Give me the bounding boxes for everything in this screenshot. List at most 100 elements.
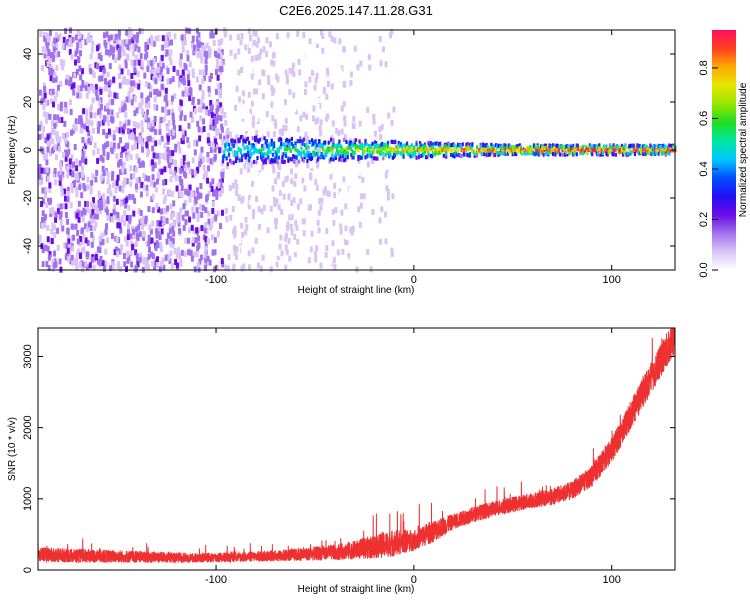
spectrogram-cell [133,140,137,147]
spectrogram-cell [338,67,342,74]
spectrogram-cell [115,236,119,243]
spectrogram-cell [309,157,313,162]
spectrogram-cell [657,143,660,148]
spectrogram-cell [118,51,122,58]
spectrogram-cell [75,69,79,76]
spectrogram-cell [384,211,388,218]
spectrogram-cell [86,264,90,271]
spectrogram-cell [309,162,313,169]
spectrogram-cell [312,105,316,112]
spectrogram-cell [85,139,89,146]
spectrogram-cell [152,40,156,47]
spectrogram-cell [199,203,203,210]
spectrogram-cell [432,142,435,147]
spectrogram-cell [121,127,125,134]
spectrogram-cell [282,159,285,164]
spectrogram-cell [218,65,222,72]
spectrogram-cell [311,156,314,161]
spectrogram-cell [127,30,131,37]
spectrogram-cell [38,89,42,96]
spectrogram-cell [382,146,385,151]
spectrogram-cell [100,174,104,181]
spectrogram-cell [154,35,158,42]
spectrogram-cell [621,145,625,150]
spectrogram-cell [557,145,561,150]
spectrogram-cell [343,134,347,141]
spectrogram-cell [290,136,294,141]
spectrogram-cell [154,78,158,85]
spectrogram-cell [338,150,342,157]
spectrogram-cell [236,33,240,40]
spectrogram-cell [220,146,224,153]
spectrogram-cell [244,139,247,144]
spectrogram-cell [137,59,141,66]
spectrogram-cell [231,43,235,50]
spectrogram-cell [356,144,359,149]
spectrogram-cell [474,152,477,157]
spectrogram-cell [288,138,291,143]
spectrogram-cell [220,209,224,216]
spectrogram-cell [131,194,135,201]
spectrogram-cell [43,92,47,99]
spectrogram-cell [252,150,256,155]
spectrogram-cell [180,179,184,186]
spectrogram-cell [220,49,224,56]
spectrogram-cell [284,264,288,271]
spectrogram-cell [513,152,517,157]
spectrogram-cell [475,145,479,150]
spectrogram-cell [144,175,148,182]
spectrogram-cell [259,172,263,179]
spectrogram-cell [460,153,463,158]
spectrogram-cell [117,217,121,224]
spectrogram-cell [45,44,49,51]
spectrogram-cell [105,31,109,38]
spectrogram-cell [594,148,597,153]
spectrogram-cell [227,142,231,147]
spectrogram-cell [128,214,132,221]
spectrogram-cell [446,147,449,152]
spectrogram-cell [95,213,99,220]
spectrogram-cell [396,147,399,152]
spectrogram-cell [41,132,45,139]
spectrogram-cell [580,148,583,153]
spectrogram-cell [163,142,167,149]
spectrogram-cell [92,72,96,79]
spectrogram-cell [46,134,50,141]
spectrogram-cell [256,37,260,44]
spectrogram-cell [566,152,569,157]
spectrogram-cell [214,138,218,145]
spectrogram-cell [320,151,323,156]
spectrogram-cell [161,257,165,264]
spectrogram-cell [341,258,345,265]
spectrogram-cell [610,150,613,155]
spectrogram-cell [353,150,356,155]
spectrogram-cell [211,119,215,126]
spectrogram-cell [584,146,587,151]
spectrogram-cell [534,152,537,157]
spectrogram-cell [59,219,63,226]
spectrogram-cell [158,266,162,273]
spectrogram-cell [427,141,430,146]
spectrogram-cell [107,120,111,127]
spectrogram-cell [227,254,231,261]
spectrogram-cell [479,150,482,155]
spectrogram-cell [322,140,326,145]
spectrogram-cell [611,152,614,157]
spectrogram-cell [169,168,173,175]
spectrogram-cell [306,150,309,155]
spectrogram-cell [46,245,50,252]
spectrogram-cell [587,147,590,152]
spectrogram-cell [153,104,157,111]
spectrogram-cell [270,142,273,147]
spectrogram-cell [591,152,594,157]
spectrogram-cell [113,203,117,210]
spectrogram-cell [81,171,85,178]
spectrogram-cell [209,72,213,79]
spectrogram-cell [272,87,276,94]
spectrogram-cell [401,144,404,149]
spectrogram-cell [452,147,455,152]
spectrogram-cell [151,137,155,144]
spectrogram-cell [106,71,110,78]
spectrogram-cell [146,65,150,72]
spectrogram-cell [340,209,344,216]
